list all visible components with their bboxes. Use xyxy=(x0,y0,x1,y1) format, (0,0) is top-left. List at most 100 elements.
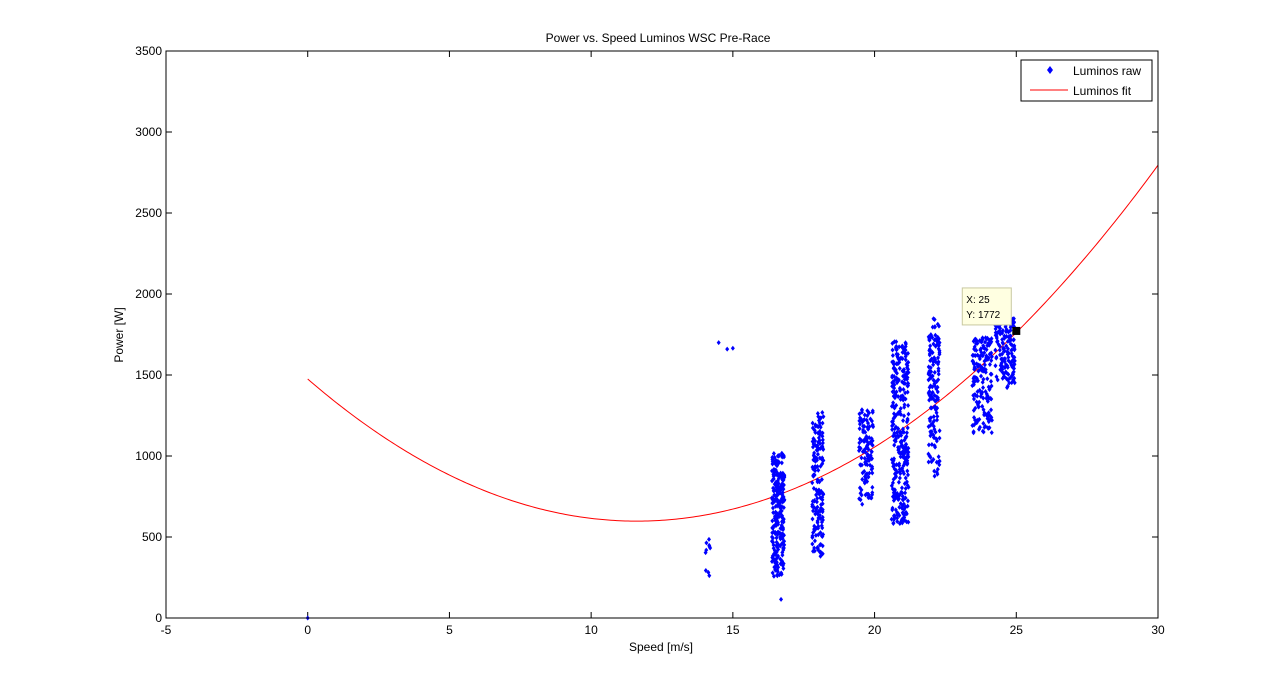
raw-point xyxy=(993,332,998,338)
raw-point xyxy=(901,366,906,372)
x-tick-label: 15 xyxy=(726,623,740,637)
raw-point xyxy=(819,523,824,529)
raw-point xyxy=(926,364,931,370)
raw-point xyxy=(865,453,870,459)
raw-point xyxy=(815,464,820,470)
raw-point xyxy=(817,549,822,555)
raw-point xyxy=(817,420,822,426)
raw-point xyxy=(972,344,977,350)
raw-point xyxy=(860,476,865,482)
raw-point xyxy=(983,335,988,341)
raw-point xyxy=(926,459,931,465)
raw-point xyxy=(779,498,784,504)
raw-point xyxy=(989,358,994,364)
raw-point xyxy=(932,426,937,432)
raw-point xyxy=(812,450,817,456)
raw-point xyxy=(817,542,822,548)
raw-point xyxy=(903,475,908,481)
raw-point xyxy=(863,446,868,452)
raw-point xyxy=(929,459,934,465)
raw-point xyxy=(901,463,906,469)
raw-point xyxy=(987,337,992,343)
x-tick-label: -5 xyxy=(161,623,172,637)
raw-point xyxy=(779,504,784,510)
datatip[interactable]: X: 25 Y: 1772 xyxy=(961,287,1021,335)
raw-point xyxy=(810,516,815,522)
raw-point xyxy=(985,376,990,382)
raw-point xyxy=(889,516,894,522)
raw-point xyxy=(816,523,821,529)
raw-point xyxy=(895,496,900,502)
raw-point xyxy=(932,473,937,479)
raw-point xyxy=(858,497,863,503)
raw-point xyxy=(897,385,902,391)
raw-point xyxy=(935,355,940,361)
raw-point xyxy=(771,510,776,516)
raw-point xyxy=(891,490,896,496)
raw-point xyxy=(857,426,862,432)
raw-point xyxy=(890,347,895,353)
raw-point xyxy=(770,530,775,536)
raw-point xyxy=(857,436,862,442)
raw-point xyxy=(984,412,989,418)
raw-point xyxy=(900,503,905,509)
raw-point xyxy=(815,520,820,526)
raw-point xyxy=(1005,383,1010,389)
raw-point xyxy=(781,477,786,483)
raw-point xyxy=(892,517,897,523)
raw-point xyxy=(1010,373,1015,379)
raw-point xyxy=(987,425,992,431)
raw-point xyxy=(935,389,940,395)
raw-point xyxy=(773,461,778,467)
raw-point xyxy=(897,365,902,371)
y-tick-label: 0 xyxy=(155,611,162,625)
raw-point xyxy=(989,378,994,384)
raw-point xyxy=(996,342,1001,348)
raw-point xyxy=(972,392,977,398)
raw-point xyxy=(980,403,985,409)
raw-point xyxy=(1011,369,1016,375)
raw-point xyxy=(926,390,931,396)
raw-point xyxy=(903,495,908,501)
raw-point xyxy=(977,399,982,405)
raw-point xyxy=(972,374,977,380)
raw-point xyxy=(704,540,709,546)
raw-point xyxy=(993,363,998,369)
raw-point xyxy=(906,411,911,417)
raw-point xyxy=(1010,347,1015,353)
raw-point xyxy=(905,468,910,474)
raw-point xyxy=(975,352,980,358)
raw-point xyxy=(867,470,872,476)
raw-point xyxy=(1002,333,1007,339)
y-tick-label: 2500 xyxy=(135,206,162,220)
raw-point xyxy=(816,438,821,444)
raw-point xyxy=(906,370,911,376)
raw-point xyxy=(932,317,937,323)
x-tick-label: 20 xyxy=(868,623,882,637)
raw-point xyxy=(776,459,781,465)
raw-point xyxy=(891,458,896,464)
raw-point xyxy=(870,442,875,448)
raw-point xyxy=(893,392,898,398)
raw-point xyxy=(899,485,904,491)
raw-point xyxy=(819,519,824,525)
raw-point xyxy=(931,377,936,383)
raw-point xyxy=(904,479,909,485)
raw-point xyxy=(905,383,910,389)
raw-point xyxy=(811,472,816,478)
raw-point xyxy=(998,352,1003,358)
raw-point xyxy=(820,433,825,439)
datatip-marker[interactable] xyxy=(1012,326,1021,335)
raw-point xyxy=(770,496,775,502)
raw-point xyxy=(971,407,976,413)
raw-point xyxy=(776,501,781,507)
raw-point xyxy=(821,491,826,497)
raw-point xyxy=(891,404,896,410)
raw-point xyxy=(937,435,942,441)
raw-point xyxy=(903,381,908,387)
raw-point xyxy=(903,357,908,363)
legend-box xyxy=(1020,59,1153,102)
raw-point xyxy=(904,430,909,436)
raw-point xyxy=(934,386,939,392)
raw-point xyxy=(892,385,897,391)
